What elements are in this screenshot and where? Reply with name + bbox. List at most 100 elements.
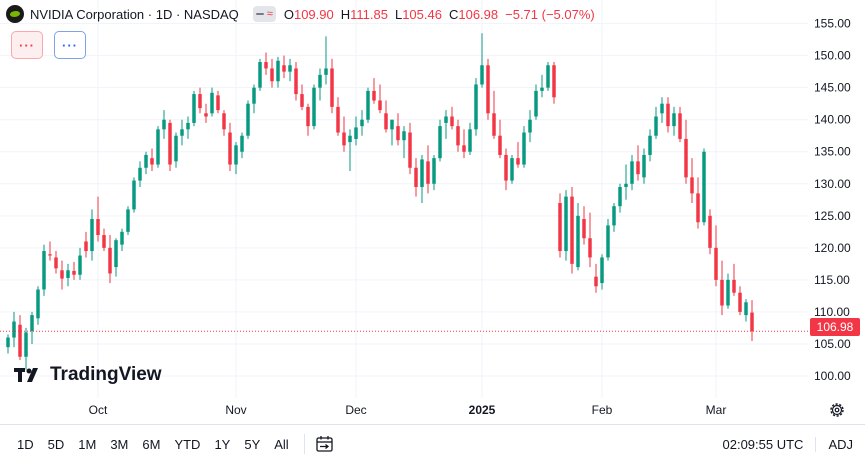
candle-body	[18, 324, 22, 357]
candle-body	[648, 135, 652, 155]
candle-body	[234, 145, 238, 165]
indicator-button-2[interactable]: ···	[54, 31, 86, 59]
candle-body	[546, 65, 550, 88]
candle-body	[102, 235, 106, 248]
candle-body	[564, 196, 568, 252]
candle-body	[732, 279, 736, 293]
timeframe-1d-button[interactable]: 1D	[17, 436, 34, 452]
candle-body	[582, 219, 586, 239]
tradingview-brand[interactable]: TradingView	[14, 364, 162, 386]
y-tick-label: 145.00	[814, 81, 851, 95]
low-readout: L105.46	[394, 6, 442, 22]
y-tick-label: 155.00	[814, 17, 851, 31]
y-tick-label: 140.00	[814, 113, 851, 127]
timeframe-all-button[interactable]: All	[274, 436, 289, 452]
candle-body	[660, 103, 664, 114]
candle-body	[636, 161, 640, 175]
candle-body	[402, 131, 406, 141]
wave-icon: ≈	[266, 7, 273, 20]
timeframe-1y-button[interactable]: 1Y	[214, 436, 231, 452]
symbol-title[interactable]: NVIDIA Corporation · 1D · NASDAQ	[30, 6, 239, 22]
candle-body	[336, 106, 340, 133]
candle-body	[654, 116, 658, 136]
candle-body	[36, 289, 40, 319]
candle-body	[174, 135, 178, 162]
candle-body	[540, 87, 544, 91]
candle-body	[108, 247, 112, 274]
candle-body	[504, 154, 508, 181]
minus-icon	[255, 13, 264, 15]
candle-body	[222, 113, 226, 130]
timeframe-1m-button[interactable]: 1M	[78, 436, 97, 452]
gear-icon[interactable]	[828, 401, 846, 419]
candle-body	[30, 315, 34, 332]
candle-body	[576, 215, 580, 268]
candle-body	[390, 119, 394, 130]
candle-body	[594, 276, 598, 287]
candle-body	[426, 161, 430, 184]
candle-body	[288, 65, 292, 72]
candle-body	[126, 209, 130, 232]
high-readout: H111.85	[340, 6, 388, 22]
candle-body	[714, 247, 718, 280]
candle-body	[522, 132, 526, 165]
candle-body	[666, 103, 670, 127]
candle-body	[612, 206, 616, 226]
candle-body	[642, 154, 646, 178]
candle-body	[312, 87, 316, 127]
candle-body	[678, 113, 682, 139]
candle-body	[444, 116, 448, 123]
candle-body	[12, 321, 16, 338]
candle-body	[306, 106, 310, 127]
candle-body	[270, 68, 274, 82]
calendar-goto-icon[interactable]	[315, 435, 335, 453]
timeframe-3m-button[interactable]: 3M	[110, 436, 129, 452]
adjust-toggle[interactable]: ADJ	[815, 436, 853, 452]
candle-body	[120, 231, 124, 245]
time-axis[interactable]: Oct Nov Dec 2025 Feb Mar	[89, 403, 727, 417]
candle-body	[60, 270, 64, 279]
candle-body	[558, 203, 562, 252]
candle-body	[360, 119, 364, 127]
candle-body	[282, 65, 286, 72]
candle-body	[354, 127, 358, 139]
candle-body	[384, 113, 388, 130]
candle-body	[264, 62, 268, 69]
candles	[6, 33, 754, 370]
candle-body	[456, 126, 460, 146]
candle-body	[690, 177, 694, 194]
toolbar-separator	[303, 434, 305, 454]
y-tick-label: 100.00	[814, 369, 851, 383]
candle-body	[66, 270, 70, 278]
timeframe-ytd-button[interactable]: YTD	[174, 436, 201, 452]
tradingview-logo-icon	[14, 368, 38, 382]
y-tick-label: 150.00	[814, 49, 851, 63]
compare-toggle[interactable]: ≈	[252, 6, 276, 22]
indicator-button-1[interactable]: ···	[11, 31, 43, 59]
candle-body	[414, 167, 418, 187]
timeframe-6m-button[interactable]: 6M	[142, 436, 161, 452]
timeframe-5d-button[interactable]: 5D	[47, 436, 65, 452]
timeframe-5y-button[interactable]: 5Y	[244, 436, 261, 452]
candle-body	[372, 90, 376, 101]
candle-body	[606, 225, 610, 258]
candle-body	[24, 332, 28, 357]
candle-body	[252, 87, 256, 104]
candle-body	[210, 92, 214, 114]
candle-body	[162, 119, 166, 130]
candle-body	[708, 215, 712, 248]
candle-body	[396, 126, 400, 141]
candle-body	[330, 68, 334, 107]
candle-body	[408, 132, 412, 168]
candle-body	[150, 158, 154, 165]
clock-readout[interactable]: 02:09:55 UTC	[722, 436, 804, 452]
candle-body	[378, 100, 382, 111]
candle-body	[420, 159, 424, 187]
candle-body	[528, 119, 532, 133]
price-axis[interactable]: 100.00 105.00 110.00 115.00 120.00 125.00 130.…	[814, 17, 851, 383]
candle-body	[42, 251, 46, 290]
candle-body	[48, 254, 52, 256]
candle-body	[510, 158, 514, 181]
candle-body	[486, 65, 490, 114]
